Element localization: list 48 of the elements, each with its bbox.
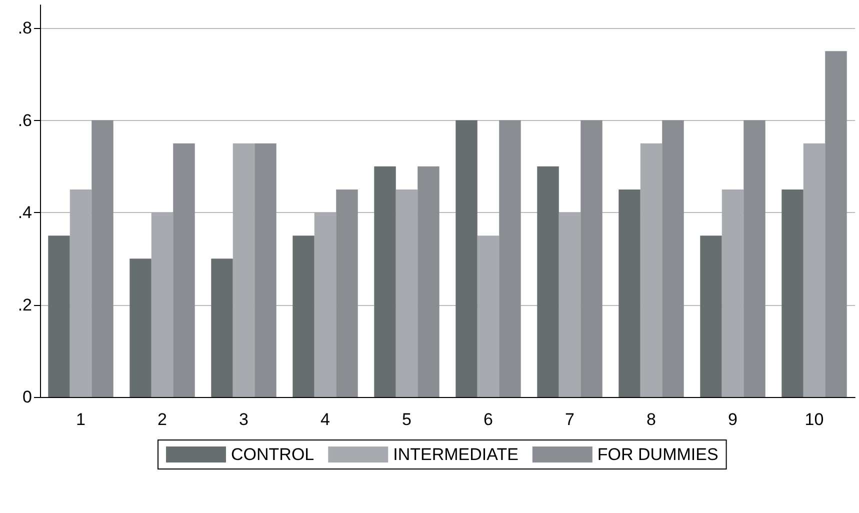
bar (700, 236, 722, 397)
bar (418, 166, 440, 397)
legend-label: INTERMEDIATE (393, 445, 518, 464)
bar (803, 143, 826, 397)
bar (336, 189, 358, 397)
bar (580, 120, 602, 397)
bar (130, 258, 152, 397)
x-tick-label: 3 (239, 410, 248, 429)
bar (70, 189, 92, 397)
bar (456, 120, 478, 397)
x-tick-label: 9 (728, 410, 738, 429)
x-tick-label: 1 (76, 410, 86, 429)
bar (211, 258, 233, 397)
bar (396, 189, 418, 397)
bar (232, 143, 255, 397)
bar (662, 120, 684, 397)
y-tick-label: .4 (18, 203, 32, 222)
bar (314, 212, 336, 397)
legend-label: CONTROL (231, 445, 314, 464)
x-tick-label: 6 (484, 410, 493, 429)
bar (537, 166, 559, 397)
x-tick-label: 7 (565, 410, 574, 429)
bar (92, 120, 114, 397)
x-tick-label: 4 (320, 410, 330, 429)
x-tick-label: 8 (646, 410, 656, 429)
bar (722, 189, 744, 397)
x-tick-label: 10 (804, 410, 824, 429)
bar (151, 212, 174, 397)
bar (173, 143, 195, 397)
bar (744, 120, 766, 397)
x-tick-label: 2 (158, 410, 167, 429)
bar (48, 236, 70, 397)
bar (292, 236, 314, 397)
bar (254, 143, 276, 397)
legend-label: FOR DUMMIES (597, 445, 718, 464)
bar (374, 166, 396, 397)
bar (640, 143, 662, 397)
y-tick-label: .6 (18, 110, 32, 130)
y-tick-label: .2 (18, 295, 32, 314)
y-tick-label: .8 (18, 18, 32, 38)
bar (782, 189, 804, 397)
bar (558, 212, 581, 397)
bar (618, 189, 640, 397)
bar (825, 51, 847, 397)
bar (477, 236, 500, 397)
bar (499, 120, 521, 397)
y-tick-label: 0 (22, 388, 32, 406)
x-tick-label: 5 (402, 410, 412, 429)
